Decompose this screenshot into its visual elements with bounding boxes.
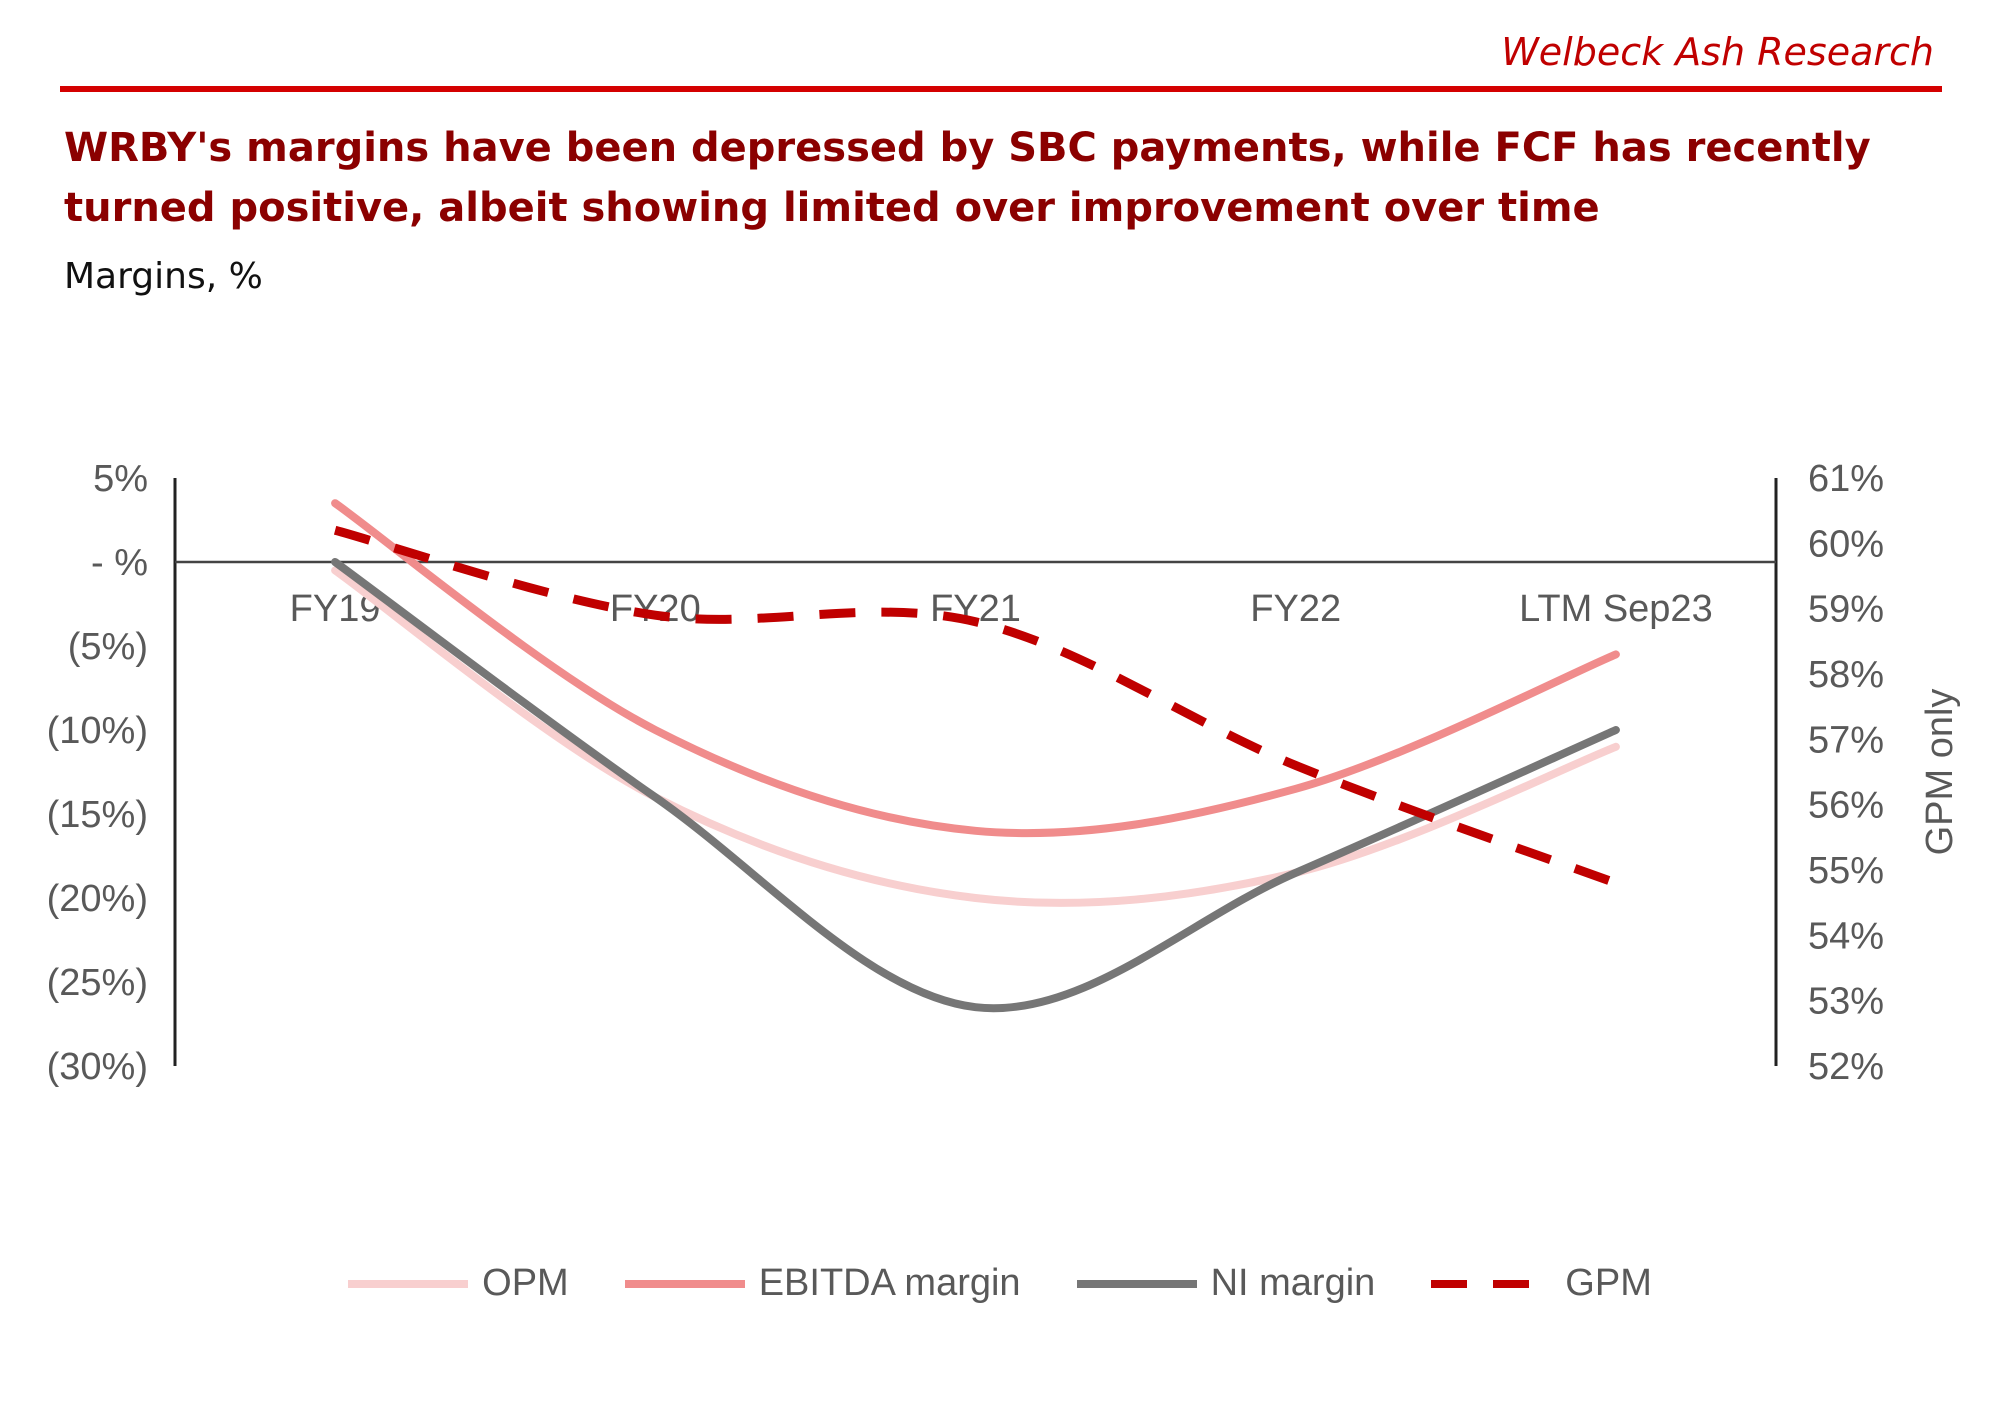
- series-line-opm: [331, 566, 1620, 907]
- chart-headline: WRBY's margins have been depressed by SB…: [64, 125, 1871, 231]
- x-tick-label: FY22: [1250, 588, 1341, 630]
- left-tick-label: (20%): [47, 878, 148, 920]
- right-tick-label: 58%: [1808, 654, 1884, 696]
- legend-label: EBITDA margin: [758, 1262, 1021, 1304]
- left-tick-label: - %: [91, 542, 148, 584]
- series-line-ebitda-margin: [331, 499, 1620, 838]
- right-tick-label: 55%: [1808, 850, 1884, 892]
- right-tick-label: 59%: [1808, 589, 1884, 631]
- x-tick-label: FY20: [610, 588, 701, 630]
- legend-item-opm: OPM: [348, 1262, 569, 1305]
- series-line-gpm: [333, 525, 1618, 888]
- left-axis-ticks: 5% - % (5%) (10%) (15%) (20%) (25%) (30%): [47, 458, 148, 1088]
- legend-label: GPM: [1565, 1262, 1652, 1304]
- legend-swatch-ebitda-margin: [624, 1279, 745, 1288]
- right-axis-label: GPM only: [1919, 689, 1961, 856]
- x-tick-label: LTM Sep23: [1519, 588, 1713, 630]
- left-tick-label: (30%): [47, 1046, 148, 1088]
- right-tick-label: 54%: [1808, 915, 1884, 957]
- header-rule: [60, 86, 1942, 92]
- right-tick-label: 61%: [1808, 458, 1884, 500]
- chart-legend: OPM EBITDA margin NI margin GPM: [0, 1262, 2000, 1305]
- legend-swatch-gpm: [1431, 1279, 1552, 1288]
- right-tick-label: 52%: [1808, 1046, 1884, 1088]
- left-tick-label: (15%): [47, 794, 148, 836]
- series-line-ni-margin: [331, 558, 1620, 1013]
- right-axis-ticks: 61% 60% 59% 58% 57% 56% 55% 54% 53% 52%: [1808, 458, 1884, 1088]
- left-tick-label: 5%: [93, 458, 148, 500]
- series-lines: [331, 499, 1620, 1013]
- legend-item-gpm: GPM: [1431, 1262, 1652, 1305]
- left-tick-label: (25%): [47, 962, 148, 1004]
- legend-item-ebitda-margin: EBITDA margin: [624, 1262, 1021, 1305]
- legend-swatch-opm: [348, 1279, 469, 1288]
- right-tick-label: 57%: [1808, 719, 1884, 761]
- legend-swatch-ni-margin: [1076, 1279, 1197, 1288]
- left-tick-label: (5%): [68, 626, 148, 668]
- brand-label: Welbeck Ash Research: [1501, 30, 1934, 74]
- left-tick-label: (10%): [47, 710, 148, 752]
- chart-subtitle: Margins, %: [64, 256, 263, 297]
- legend-label: OPM: [482, 1262, 569, 1304]
- legend-item-ni-margin: NI margin: [1076, 1262, 1376, 1305]
- right-tick-label: 60%: [1808, 523, 1884, 565]
- x-axis-ticks: FY19 FY20 FY21 FY22 LTM Sep23: [290, 588, 1713, 630]
- right-tick-label: 53%: [1808, 981, 1884, 1023]
- legend-label: NI margin: [1210, 1262, 1376, 1304]
- right-tick-label: 56%: [1808, 785, 1884, 827]
